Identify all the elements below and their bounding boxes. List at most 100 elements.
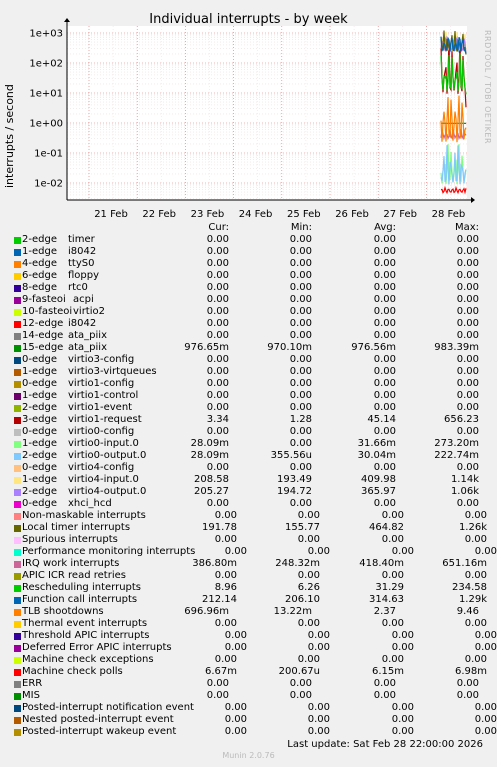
legend-value-max: 0.00 bbox=[464, 654, 487, 665]
legend-value-max: 0.00 bbox=[456, 258, 479, 269]
legend-swatch bbox=[14, 333, 21, 340]
legend-value-cur: 0.00 bbox=[224, 642, 247, 653]
legend-value-max: 0.00 bbox=[456, 294, 479, 305]
legend-value-max: 0.00 bbox=[474, 702, 497, 713]
legend-series-desc: virtio4-config bbox=[68, 462, 135, 473]
x-tick-label: 21 Feb bbox=[94, 209, 128, 220]
legend-series-desc: virtio2 bbox=[73, 306, 105, 317]
legend-value-min: 970.10m bbox=[267, 342, 312, 353]
legend-value-max: 651.16m bbox=[442, 558, 487, 569]
legend-value-max: 0.00 bbox=[474, 726, 497, 737]
legend-value-min: 193.49 bbox=[277, 474, 312, 485]
legend-swatch bbox=[14, 609, 21, 616]
legend-value-max: 0.00 bbox=[456, 690, 479, 701]
legend-value-max: 273.20m bbox=[434, 438, 479, 449]
column-header-max: Max: bbox=[454, 222, 479, 233]
legend-swatch bbox=[14, 237, 21, 244]
legend-value-min: 155.77 bbox=[285, 522, 320, 533]
chart-title: Individual interrupts - by week bbox=[149, 12, 348, 27]
legend-value-min: 0.00 bbox=[289, 426, 312, 437]
legend-value-avg: 0.00 bbox=[373, 354, 396, 365]
legend-value-min: 0.00 bbox=[289, 354, 312, 365]
series-line bbox=[440, 35, 467, 54]
legend-series-desc: i8042 bbox=[68, 318, 97, 329]
legend-swatch bbox=[14, 285, 21, 292]
x-tick-label: 22 Feb bbox=[142, 209, 176, 220]
legend-value-avg: 31.66m bbox=[357, 438, 396, 449]
legend-value-avg: 2.37 bbox=[373, 606, 396, 617]
legend-swatch bbox=[14, 273, 21, 280]
legend-value-avg: 0.00 bbox=[373, 258, 396, 269]
legend-series-desc: rtc0 bbox=[68, 282, 88, 293]
legend-value-avg: 0.00 bbox=[381, 534, 404, 545]
legend-value-cur: 0.00 bbox=[206, 366, 229, 377]
legend-value-max: 0.00 bbox=[456, 330, 479, 341]
legend-series-name: 3-edge bbox=[22, 414, 57, 425]
legend-value-avg: 0.00 bbox=[373, 378, 396, 389]
legend-value-max: 0.00 bbox=[456, 366, 479, 377]
legend-value-cur: 0.00 bbox=[206, 354, 229, 365]
legend-series-name: 1-edge bbox=[22, 474, 57, 485]
legend-value-cur: 0.00 bbox=[206, 294, 229, 305]
legend-value-min: 0.00 bbox=[289, 258, 312, 269]
legend-value-avg: 0.00 bbox=[391, 726, 414, 737]
legend-series-desc: virtio1-config bbox=[68, 378, 135, 389]
legend-value-cur: 0.00 bbox=[206, 330, 229, 341]
legend-value-min: 0.00 bbox=[307, 714, 330, 725]
legend-series-name: Threshold APIC interrupts bbox=[22, 630, 150, 641]
legend-series-desc: floppy bbox=[68, 270, 100, 281]
legend-series-name: 1-edge bbox=[22, 246, 57, 257]
legend-swatch bbox=[14, 405, 21, 412]
legend-value-avg: 365.97 bbox=[361, 486, 396, 497]
legend-value-min: 0.00 bbox=[289, 690, 312, 701]
legend-value-cur: 205.27 bbox=[194, 486, 229, 497]
legend-value-min: 0.00 bbox=[289, 234, 312, 245]
column-header-avg: Avg: bbox=[374, 222, 396, 233]
legend-value-max: 0.00 bbox=[456, 426, 479, 437]
legend-series-desc: virtio4-input.0 bbox=[68, 474, 139, 485]
legend-value-max: 1.14k bbox=[450, 474, 479, 485]
legend-value-min: 0.00 bbox=[289, 366, 312, 377]
legend-value-avg: 0.00 bbox=[381, 570, 404, 581]
legend-swatch bbox=[14, 717, 21, 724]
legend-series-name: IRQ work interrupts bbox=[22, 558, 120, 569]
legend-series-name: Posted-interrupt notification event bbox=[22, 702, 194, 713]
legend-series-name: 15-edge bbox=[22, 342, 64, 353]
legend-value-max: 0.00 bbox=[456, 390, 479, 401]
legend-value-min: 194.72 bbox=[277, 486, 312, 497]
legend-value-max: 0.00 bbox=[456, 678, 479, 689]
series-line bbox=[440, 53, 467, 95]
legend-value-max: 0.00 bbox=[464, 534, 487, 545]
legend-series-name: Local timer interrupts bbox=[22, 522, 131, 533]
legend-series-desc: virtio0-input.0 bbox=[68, 438, 139, 449]
legend-series-name: 2-edge bbox=[22, 450, 57, 461]
legend-value-avg: 0.00 bbox=[381, 654, 404, 665]
legend-swatch bbox=[14, 669, 21, 676]
legend-value-max: 656.23 bbox=[444, 414, 479, 425]
legend-value-min: 0.00 bbox=[289, 246, 312, 257]
legend-swatch bbox=[14, 645, 21, 652]
legend-value-cur: 386.80m bbox=[192, 558, 237, 569]
legend-value-avg: 0.00 bbox=[391, 702, 414, 713]
legend-series-name: ERR bbox=[22, 678, 43, 689]
legend-swatch bbox=[14, 549, 21, 556]
legend-series-desc: virtio3-virtqueues bbox=[68, 366, 157, 377]
legend-value-min: 248.32m bbox=[275, 558, 320, 569]
plot-background bbox=[67, 26, 467, 200]
legend-series-desc: xhci_hcd bbox=[68, 498, 112, 509]
legend-series-name: 0-edge bbox=[22, 354, 57, 365]
legend-value-cur: 0.00 bbox=[214, 654, 237, 665]
legend-value-avg: 0.00 bbox=[373, 390, 396, 401]
legend-value-avg: 0.00 bbox=[373, 678, 396, 689]
legend-value-cur: 3.34 bbox=[206, 414, 229, 425]
legend-swatch bbox=[14, 513, 21, 520]
legend-value-cur: 28.09m bbox=[190, 450, 229, 461]
legend-value-min: 0.00 bbox=[289, 462, 312, 473]
legend-swatch bbox=[14, 525, 21, 532]
legend-series-name: 6-edge bbox=[22, 270, 57, 281]
legend-value-avg: 0.00 bbox=[373, 234, 396, 245]
legend-series-desc: virtio1-control bbox=[68, 390, 139, 401]
legend-value-max: 6.98m bbox=[454, 666, 487, 677]
legend-swatch bbox=[14, 465, 21, 472]
legend-value-min: 0.00 bbox=[307, 702, 330, 713]
